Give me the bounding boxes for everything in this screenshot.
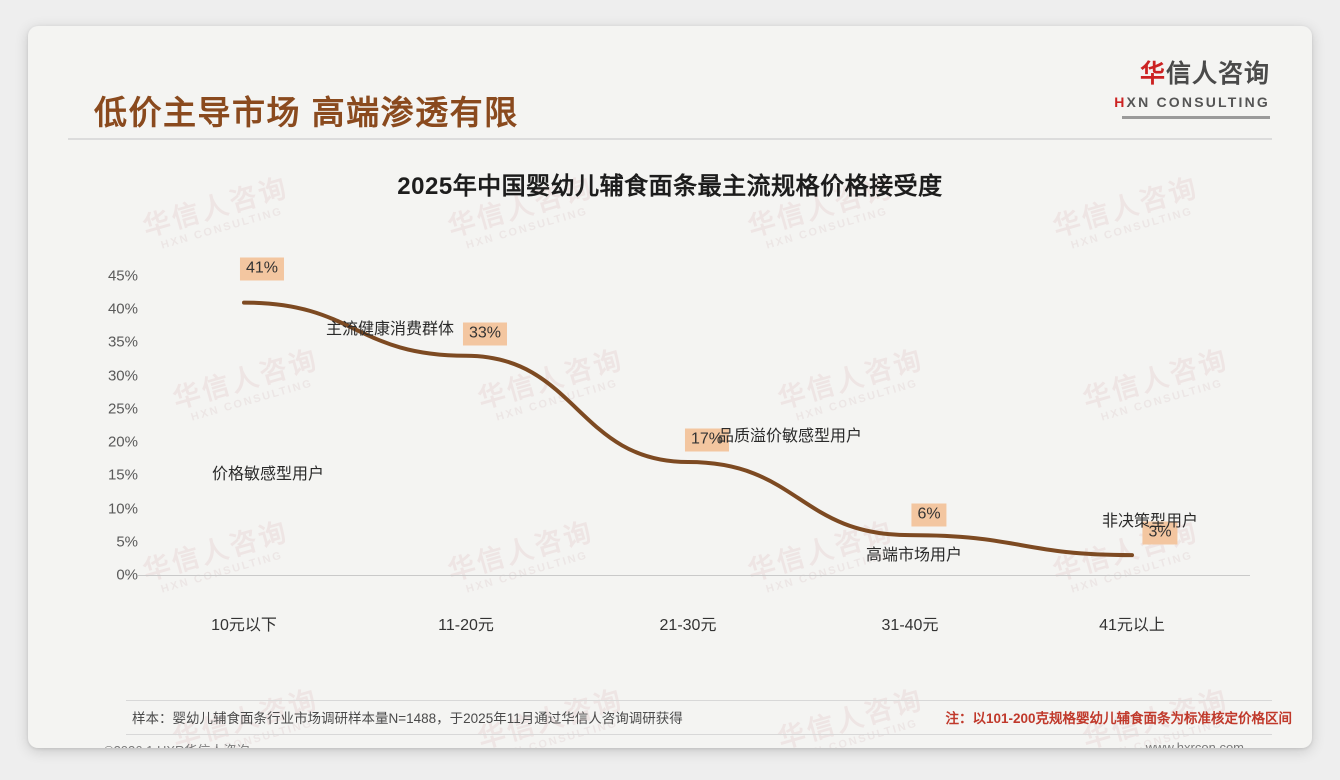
standard-note: 注：以101-200克规格婴幼儿辅食面条为标准核定价格区间 — [945, 711, 1292, 726]
data-point-label: 3% — [1142, 521, 1178, 545]
slide-header: 低价主导市场 高端渗透有限 华信人咨询 HXN CONSULTING — [28, 26, 1312, 140]
y-axis-tick-label: 35% — [107, 333, 138, 351]
chart-title: 2025年中国婴幼儿辅食面条最主流规格价格接受度 — [397, 173, 943, 200]
x-axis-tick-label: 11-20元 — [438, 617, 494, 634]
company-logo: 华信人咨询 HXN CONSULTING — [1114, 62, 1270, 119]
footnote-divider-top — [126, 700, 1272, 701]
series-annotation: 高端市场用户 — [865, 547, 963, 564]
y-axis-tick-label: 15% — [107, 466, 138, 484]
logo-cn-red-char: 华 — [1139, 60, 1166, 88]
data-point-label: 41% — [239, 257, 285, 281]
logo-en-rest: XN CONSULTING — [1126, 94, 1270, 110]
data-point-label: 17% — [684, 428, 730, 452]
data-point-label: 33% — [462, 322, 508, 346]
y-axis-tick-label: 0% — [116, 566, 138, 584]
y-axis-tick-label: 25% — [107, 400, 138, 418]
page-title: 低价主导市场 高端渗透有限 — [94, 94, 519, 131]
copyright-text: ©2026.1 HXR华信人咨询 — [104, 740, 249, 748]
y-axis-tick-label: 5% — [116, 533, 138, 551]
slide-card: 华信人咨询 HXN CONSULTING 华信人咨询 HXN CONSULTING 华信… — [28, 26, 1312, 748]
series-annotation: 品质溢价敏感型用户 — [717, 428, 863, 445]
series-annotation: 价格敏感型用户 — [211, 466, 325, 483]
logo-underline — [1122, 116, 1270, 119]
y-axis-tick-label: 30% — [107, 367, 138, 385]
line-series-path — [242, 300, 1134, 558]
logo-cn-rest: 信人咨询 — [1165, 60, 1270, 88]
x-axis-tick-label: 41元以上 — [1099, 617, 1165, 634]
y-axis-tick-label: 40% — [107, 300, 138, 318]
logo-chinese-text: 华信人咨询 — [1114, 62, 1270, 87]
x-axis-tick-label: 10元以下 — [211, 617, 277, 634]
x-axis-baseline — [138, 575, 1250, 576]
sample-note: 样本：婴幼儿辅食面条行业市场调研样本量N=1488，于2025年11月通过华信人… — [132, 711, 683, 726]
series-annotation: 主流健康消费群体 — [325, 321, 455, 338]
logo-en-red-char: H — [1114, 94, 1127, 110]
data-point-label: 6% — [911, 503, 947, 527]
website-link[interactable]: www.hxrcon.com — [1145, 740, 1244, 748]
header-divider — [68, 138, 1272, 140]
y-axis-tick-label: 10% — [107, 500, 138, 518]
x-axis-tick-label: 21-30元 — [659, 617, 717, 634]
x-axis-tick-label: 31-40元 — [881, 617, 939, 634]
series-annotation: 非决策型用户 — [1101, 513, 1199, 530]
logo-english-text: HXN CONSULTING — [1114, 95, 1270, 109]
y-axis-tick-label: 20% — [107, 433, 138, 451]
y-axis-tick-label: 45% — [107, 267, 138, 285]
y-axis-labels: 0% 5% 10% 15% 20% 25% 30% 35% 40% 45% — [76, 26, 138, 748]
chart-area: 0% 5% 10% 15% 20% 25% 30% 35% 40% 45% 10元以下 11-20元… — [28, 26, 1312, 748]
footnote-divider-bottom — [126, 734, 1272, 735]
line-series-svg — [242, 300, 1134, 558]
